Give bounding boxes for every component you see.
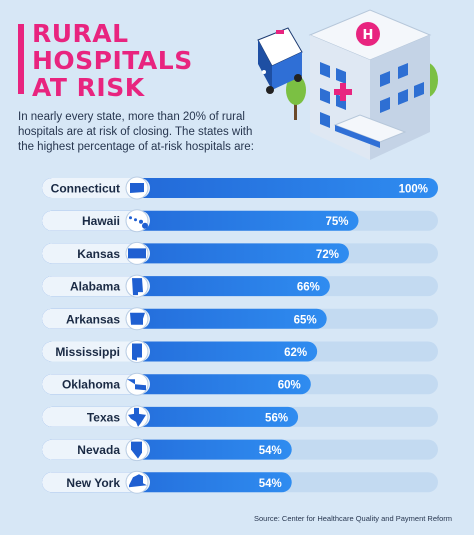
title-line-2: HOSPITALS bbox=[32, 46, 193, 75]
state-label: Arkansas bbox=[66, 312, 120, 326]
texas-icon bbox=[128, 407, 146, 427]
state-label-pill bbox=[42, 243, 150, 264]
state-label-pill bbox=[42, 472, 150, 493]
bar-row: New York 54% bbox=[42, 470, 438, 494]
state-label: Nevada bbox=[77, 443, 120, 457]
connecticut-icon bbox=[130, 183, 144, 193]
value-label: 62% bbox=[284, 347, 307, 359]
state-label-pill bbox=[42, 406, 150, 427]
state-label: Mississippi bbox=[55, 345, 120, 359]
state-label: Hawaii bbox=[82, 214, 120, 228]
kansas-icon bbox=[128, 248, 146, 259]
bar-row: Oklahoma 60% bbox=[42, 372, 438, 396]
value-label: 56% bbox=[265, 412, 288, 424]
bar-chart: Connecticut 100% Hawaii 75% Kansas 72% Alabama… bbox=[42, 176, 438, 494]
bar-row: Kansas 72% bbox=[42, 241, 438, 265]
state-label-pill bbox=[42, 210, 150, 231]
state-label-pill bbox=[42, 439, 150, 460]
state-label: Alabama bbox=[70, 280, 120, 294]
value-label: 66% bbox=[297, 282, 320, 294]
oklahoma-icon bbox=[127, 379, 146, 391]
bar-row: Alabama 66% bbox=[42, 274, 438, 298]
state-label: New York bbox=[66, 476, 120, 490]
tree-icon bbox=[286, 75, 306, 120]
nevada-icon bbox=[131, 441, 142, 459]
value-label: 65% bbox=[294, 314, 317, 326]
bar-row: Nevada 54% bbox=[42, 438, 438, 462]
state-label: Connecticut bbox=[51, 182, 120, 196]
state-label: Kansas bbox=[77, 247, 120, 261]
value-label: 100% bbox=[399, 184, 428, 196]
title-accent-bar bbox=[18, 24, 24, 94]
state-label-pill bbox=[42, 308, 150, 329]
state-label-pill bbox=[42, 178, 150, 198]
bar-row: Connecticut 100% bbox=[42, 176, 438, 200]
value-label: 72% bbox=[316, 249, 339, 261]
bar-row: Texas 56% bbox=[42, 405, 438, 429]
state-label-pill bbox=[42, 341, 150, 362]
value-label: 54% bbox=[259, 478, 282, 490]
source-note: Source: Center for Healthcare Quality an… bbox=[253, 514, 452, 523]
intro-text: In nearly every state, more than 20% of … bbox=[18, 111, 254, 153]
bar-row: Hawaii 75% bbox=[42, 209, 438, 233]
alabama-icon bbox=[132, 278, 143, 296]
state-label-pill bbox=[42, 374, 150, 395]
title-line-1: RURAL bbox=[32, 19, 129, 48]
state-icon-badge bbox=[125, 372, 149, 396]
title-line-3: AT RISK bbox=[32, 73, 145, 102]
state-label: Texas bbox=[87, 410, 120, 424]
value-label: 54% bbox=[259, 445, 282, 457]
bar-row: Arkansas 65% bbox=[42, 307, 438, 331]
value-label: 60% bbox=[278, 380, 301, 392]
page-title: RURAL HOSPITALS AT RISK bbox=[32, 20, 193, 101]
hospital-icon: H bbox=[308, 9, 432, 160]
state-label: Oklahoma bbox=[62, 378, 120, 392]
bar-row: Mississippi 62% bbox=[42, 340, 438, 363]
arkansas-icon bbox=[130, 312, 145, 325]
new-york-icon bbox=[129, 474, 147, 488]
ambulance-icon bbox=[257, 27, 303, 94]
mississippi-icon bbox=[132, 343, 142, 361]
value-label: 75% bbox=[325, 216, 348, 228]
hospital-sign-letter: H bbox=[363, 28, 374, 43]
hospital-illustration: H bbox=[257, 9, 438, 160]
state-label-pill bbox=[42, 276, 150, 297]
hawaii-icon bbox=[129, 216, 148, 229]
